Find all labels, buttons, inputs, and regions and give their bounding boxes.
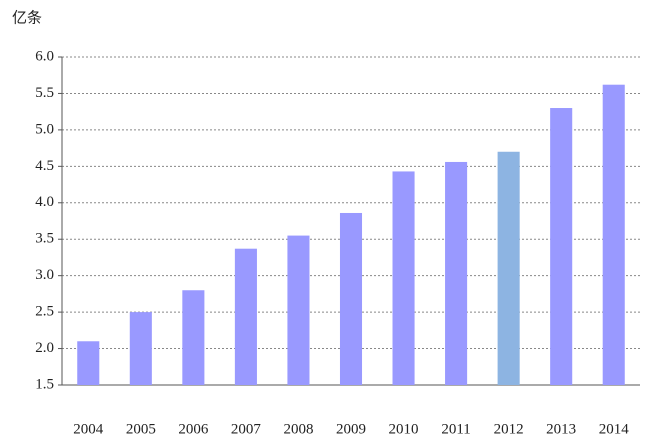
x-tick-label: 2008	[283, 421, 313, 437]
bar	[392, 171, 415, 385]
y-tick-label: 6.0	[35, 48, 54, 64]
x-tick-label: 2010	[389, 421, 419, 437]
bar	[77, 341, 100, 385]
y-tick-label: 2.0	[35, 340, 54, 356]
y-tick-label: 3.0	[35, 267, 54, 283]
x-tick-label: 2005	[126, 421, 156, 437]
bar	[497, 151, 520, 385]
bar	[339, 212, 363, 385]
x-tick-label: 2007	[231, 421, 262, 437]
y-tick-label: 3.5	[35, 231, 54, 247]
x-tick-label: 2014	[599, 421, 630, 437]
bar	[550, 108, 573, 386]
y-tick-label: 2.5	[35, 304, 54, 320]
x-tick-label: 2006	[178, 421, 209, 437]
y-tick-label: 5.0	[35, 121, 54, 137]
x-tick-label: 2013	[546, 421, 576, 437]
bar	[602, 84, 625, 385]
y-tick-label: 1.5	[35, 376, 54, 392]
x-tick-label: 2011	[441, 421, 470, 437]
x-tick-label: 2009	[336, 421, 366, 437]
bar	[234, 248, 257, 385]
bar	[129, 312, 152, 385]
x-tick-label: 2012	[494, 421, 524, 437]
bar	[445, 161, 468, 385]
y-tick-label: 4.5	[35, 158, 54, 174]
bar	[182, 290, 205, 385]
bar	[287, 235, 310, 385]
x-tick-label: 2004	[73, 421, 104, 437]
y-tick-label: 5.5	[35, 85, 54, 101]
y-unit: 亿条	[12, 9, 42, 27]
y-tick-label: 4.0	[35, 194, 54, 210]
